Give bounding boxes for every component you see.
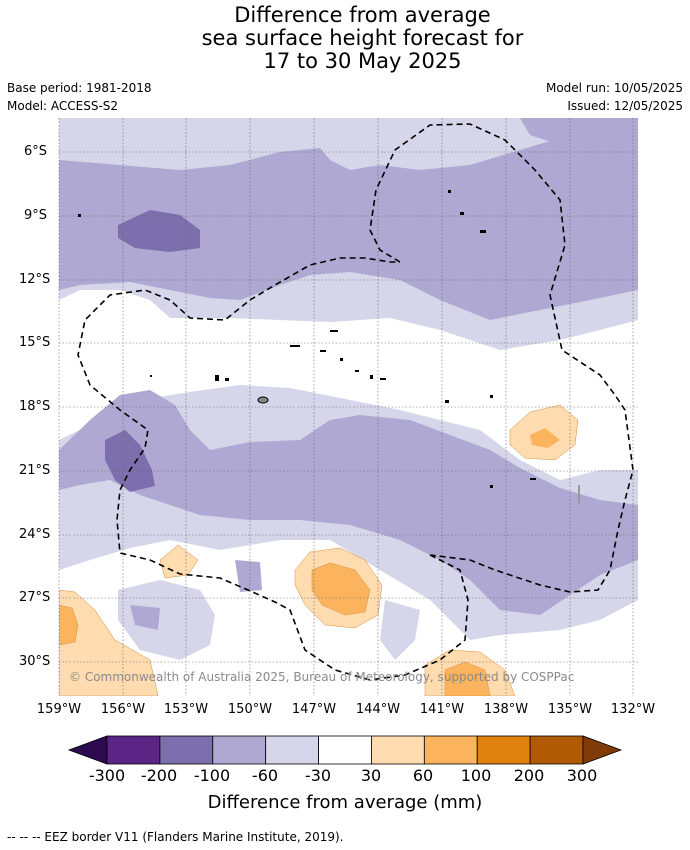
lon-label-150w: 150°W: [227, 702, 273, 717]
colorbar-swatch-5: [371, 735, 425, 765]
lon-label-144w: 144°W: [355, 702, 401, 717]
contour-medium-southwest: [130, 605, 160, 630]
lat-label-15s: 15°S: [19, 335, 51, 350]
lon-label-138w: 138°W: [483, 702, 529, 717]
colorbar-swatch-8: [529, 735, 584, 765]
meta-left: Base period: 1981-2018 Model: ACCESS-S2: [7, 79, 152, 115]
cb-tick-8: 200: [513, 766, 545, 785]
lat-label-24s: 24°S: [19, 527, 51, 542]
contour-orange-mid-southcenter: [444, 661, 491, 696]
cb-tick-2: -100: [193, 766, 231, 785]
islands: [78, 190, 580, 503]
lat-label-18s: 18°S: [19, 399, 51, 414]
lat-label-9s: 9°S: [24, 208, 48, 223]
lat-label-21s: 21°S: [19, 463, 51, 478]
lon-label-153w: 153°W: [163, 702, 209, 717]
title-line-3: 17 to 30 May 2025: [263, 49, 462, 73]
lon-label-135w: 135°W: [547, 702, 593, 717]
eez-legend: -- -- -- EEZ border V11 (Flanders Marine…: [7, 830, 344, 844]
contour-medium-north: [59, 122, 638, 320]
contour-dark-north: [118, 210, 200, 252]
model-run: Model run: 10/05/2025: [545, 81, 683, 95]
lat-label-6s: 6°S: [24, 144, 48, 159]
title-line-1: Difference from average: [234, 3, 491, 27]
map-fill: [59, 118, 638, 696]
contour-orange-mid-southwest: [59, 604, 79, 646]
eez-border: [77, 123, 634, 681]
colorbar: [67, 735, 623, 765]
colorbar-swatches: [67, 735, 623, 765]
contour-orange-mid-center: [311, 562, 371, 616]
colorbar-extend-low: [67, 735, 108, 765]
colorbar-swatch-3: [265, 735, 319, 765]
contour-light-south: [118, 580, 215, 660]
base-period: Base period: 1981-2018: [7, 81, 152, 95]
lon-label-141w: 141°W: [419, 702, 465, 717]
cb-tick-9: 300: [566, 766, 598, 785]
contour-orange-mid-east: [530, 428, 560, 448]
meta-right: Model run: 10/05/2025 Issued: 12/05/2025: [546, 79, 683, 115]
colorbar-extend-high: [582, 735, 623, 765]
copyright-notice: © Commonwealth of Australia 2025, Bureau…: [69, 670, 575, 684]
colorbar-swatch-7: [476, 735, 531, 765]
lat-label-12s: 12°S: [19, 272, 51, 287]
colorbar-swatch-0: [106, 735, 161, 765]
cb-tick-7: 100: [460, 766, 492, 785]
colorbar-swatch-4: [318, 735, 372, 765]
colorbar-title: Difference from average (mm): [207, 792, 483, 813]
lon-label-147w: 147°W: [291, 702, 337, 717]
contour-dark-west: [105, 430, 155, 492]
contour-orange-light-southwest: [59, 589, 159, 696]
lon-label-156w: 156°W: [100, 702, 146, 717]
contour-medium-northeast: [520, 118, 638, 160]
contour-light-southeast: [380, 600, 420, 660]
lat-label-30s: 30°S: [19, 654, 51, 669]
cb-tick-6: 60: [412, 766, 434, 785]
lat-label-27s: 27°S: [19, 590, 51, 605]
sea-height-map: [58, 118, 638, 696]
cb-tick-4: -30: [304, 766, 332, 785]
contour-medium-middle: [59, 390, 638, 615]
colorbar-swatch-6: [423, 735, 478, 765]
cb-tick-5: 30: [360, 766, 382, 785]
cb-tick-0: -300: [88, 766, 126, 785]
cb-tick-1: -200: [140, 766, 178, 785]
contour-medium-south: [235, 560, 262, 592]
title-line-2: sea surface height forecast for: [201, 26, 524, 50]
issued-date: Issued: 12/05/2025: [567, 99, 683, 113]
map-title: Difference from average sea surface heig…: [0, 4, 690, 73]
colorbar-swatch-2: [212, 735, 267, 765]
lon-label-159w: 159°W: [36, 702, 82, 717]
lon-label-132w: 132°W: [610, 702, 656, 717]
colorbar-swatch-1: [159, 735, 214, 765]
model-name: Model: ACCESS-S2: [7, 99, 119, 113]
cb-tick-3: -60: [251, 766, 279, 785]
